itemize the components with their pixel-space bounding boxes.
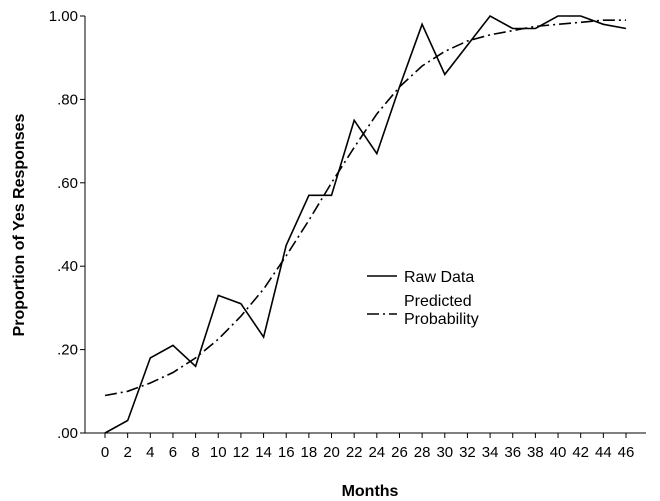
x-tick-label: 22 — [346, 444, 363, 461]
legend-label-raw-data: Raw Data — [404, 269, 474, 286]
x-tick-label: 6 — [169, 444, 177, 461]
x-tick-label: 26 — [391, 444, 408, 461]
y-axis-title: Proportion of Yes Responses — [11, 113, 28, 336]
y-tick-label: .00 — [57, 425, 78, 442]
x-tick-label: 18 — [301, 444, 318, 461]
y-tick-label: .60 — [57, 175, 78, 192]
x-tick-label: 34 — [482, 444, 499, 461]
x-tick-label: 0 — [101, 444, 109, 461]
y-tick-label: 1.00 — [49, 8, 78, 25]
x-tick-label: 24 — [368, 444, 385, 461]
x-tick-label: 4 — [146, 444, 154, 461]
x-tick-label: 46 — [618, 444, 635, 461]
x-tick-label: 28 — [414, 444, 431, 461]
x-tick-label: 2 — [123, 444, 131, 461]
x-tick-label: 44 — [595, 444, 612, 461]
x-tick-label: 40 — [550, 444, 567, 461]
raw-data-line — [104, 14, 627, 434]
predicted-probability-line — [104, 19, 626, 397]
x-tick-label: 14 — [255, 444, 272, 461]
x-tick-label: 16 — [278, 444, 295, 461]
x-tick-label: 30 — [436, 444, 453, 461]
series-lines — [104, 14, 627, 434]
legend-label-predicted-probability: Predicted — [404, 293, 472, 310]
x-tick-label: 32 — [459, 444, 476, 461]
axes — [84, 16, 646, 434]
x-tick-label: 8 — [191, 444, 199, 461]
x-tick-label: 36 — [504, 444, 521, 461]
x-tick-label: 10 — [210, 444, 227, 461]
y-tick-label: .80 — [57, 91, 78, 108]
x-tick-label: 20 — [323, 444, 340, 461]
x-tick-label: 42 — [572, 444, 589, 461]
legend-label-predicted-probability: Probability — [404, 311, 479, 328]
tick-marks: .00.20.40.60.801.000 2 4 6 8 10 12 14 16 18 20 22 24… — [49, 8, 635, 461]
x-tick-label: 38 — [527, 444, 544, 461]
x-tick-label: 12 — [233, 444, 250, 461]
y-tick-label: .20 — [57, 342, 78, 359]
y-tick-label: .40 — [57, 258, 78, 275]
x-axis-title: Months — [342, 483, 399, 500]
